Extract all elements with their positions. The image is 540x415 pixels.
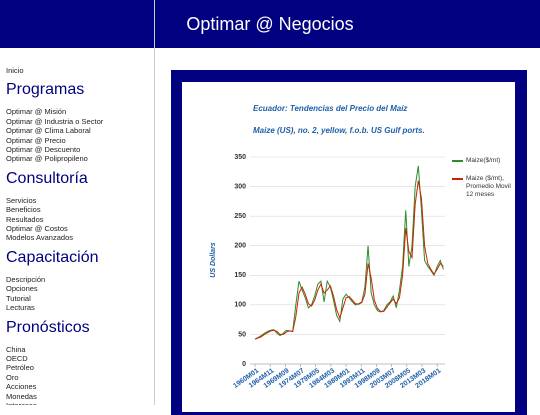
nav-link[interactable]: Optimar @ Precio (6, 135, 66, 145)
legend-label: Maize ($/mt), Promedio Movil 12 meses (466, 175, 511, 198)
y-tick-label: 350 (234, 154, 246, 161)
chart: Ecuador: Tendencias del Precio del Maíz … (210, 104, 445, 390)
nav-link[interactable]: Lecturas (6, 303, 35, 313)
chart-frame (171, 70, 527, 415)
nav-link[interactable]: Acciones (6, 382, 37, 392)
nav-link[interactable]: Tutorial (6, 293, 31, 303)
nav-link[interactable]: Inicio (6, 66, 24, 75)
y-tick-label: 250 (234, 213, 246, 220)
y-tick-label: 200 (234, 243, 246, 250)
nav-link[interactable]: Optimar @ Polipropileno (6, 154, 88, 164)
nav-link[interactable]: Resultados (6, 214, 44, 224)
nav-link[interactable]: Optimar @ Industria o Sector (6, 116, 104, 126)
y-tick-label: 300 (234, 183, 246, 190)
data-line (254, 180, 444, 340)
legend-swatch (452, 160, 463, 162)
section-heading: Capacitación (6, 248, 99, 266)
nav-link[interactable]: Descripción (6, 274, 46, 284)
nav-link[interactable]: Servicios (6, 195, 37, 205)
nav-link[interactable]: Oro (6, 372, 19, 382)
legend-swatch (452, 178, 463, 180)
legend-label: Maize($/mt) (466, 157, 501, 164)
section-heading: Consultoría (6, 169, 88, 187)
y-tick-label: 50 (238, 331, 246, 338)
nav-link[interactable]: OECD (6, 353, 28, 363)
nav-link[interactable]: Intereses (6, 401, 154, 405)
legend-entry: Maize ($/mt), Promedio Movil 12 meses (452, 175, 516, 199)
chart-subtitle: Maize (US), no. 2, yellow, f.o.b. US Gul… (253, 126, 425, 135)
nav-link[interactable]: Monedas (6, 391, 37, 401)
nav-link[interactable]: Optimar @ Descuento (6, 145, 81, 155)
data-line (254, 165, 444, 340)
nav-link[interactable]: Optimar @ Costos (6, 224, 68, 234)
y-axis-label: US Dollars (210, 242, 217, 278)
chart-title: Ecuador: Tendencias del Precio del Maíz (253, 104, 407, 113)
legend-entry: Maize($/mt) (452, 157, 516, 165)
y-tick-label: 0 (242, 361, 246, 368)
y-tick-label: 150 (234, 272, 246, 279)
nav-link[interactable]: Optimar @ Clima Laboral (6, 126, 91, 136)
chart-panel (182, 82, 515, 412)
section-heading: Pronósticos (6, 318, 90, 336)
sidebar: Inicio Programas Optimar @ Misión Optimar @… (0, 0, 155, 405)
section-heading: Programas (6, 81, 85, 99)
nav-link[interactable]: Opciones (6, 284, 38, 294)
site-header: Optimar @ Negocios (0, 0, 540, 48)
nav-link[interactable]: Modelos Avanzados (6, 233, 73, 243)
nav-link[interactable]: China (6, 344, 26, 354)
nav-link[interactable]: Petróleo (6, 363, 34, 373)
nav-link[interactable]: Beneficios (6, 205, 41, 215)
nav-link[interactable]: Optimar @ Misión (6, 107, 67, 117)
y-tick-label: 100 (234, 302, 246, 309)
